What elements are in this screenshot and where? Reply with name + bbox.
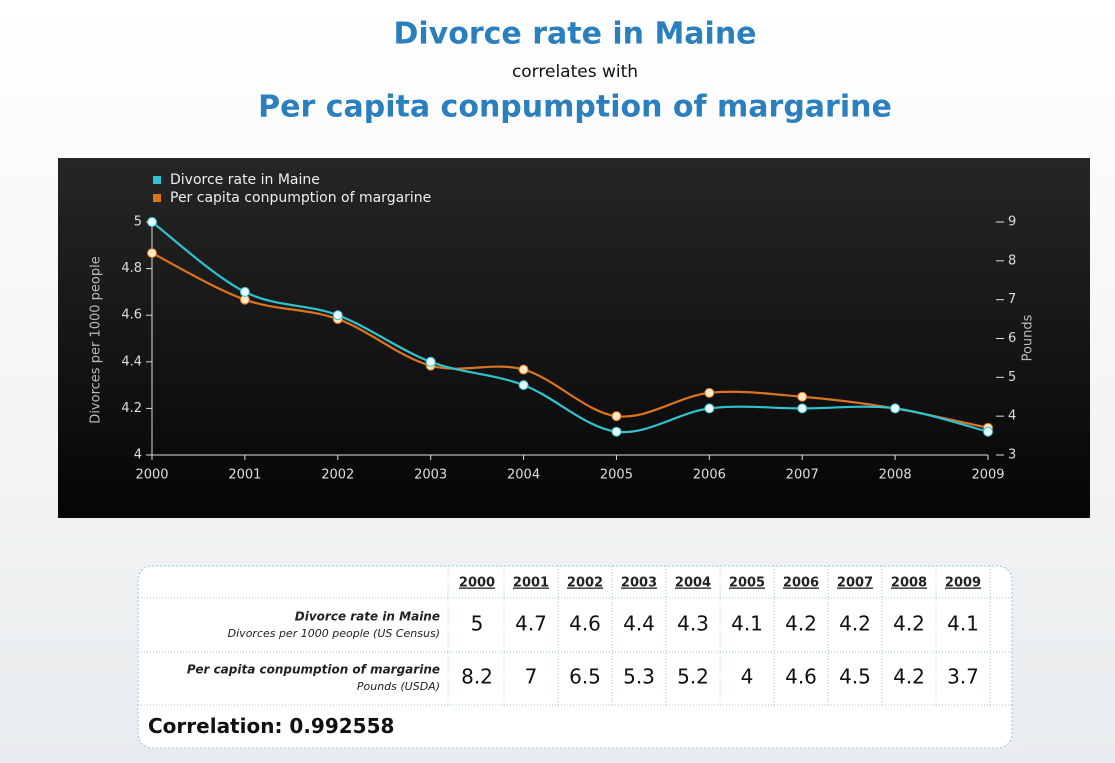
table-year: 2004 (675, 576, 711, 591)
x-tick-label: 2001 (228, 468, 261, 483)
table-value: 4.3 (677, 612, 709, 636)
legend-swatch (153, 194, 161, 202)
table-value: 4.1 (731, 612, 763, 636)
table-value: 4.6 (569, 612, 601, 636)
table-value: 4.1 (947, 612, 979, 636)
data-point (518, 380, 529, 391)
legend-swatch (153, 176, 161, 184)
table-year: 2001 (513, 576, 549, 591)
table-year: 2000 (459, 576, 495, 591)
x-tick-label: 2005 (600, 468, 633, 483)
table-value: 4.2 (893, 612, 925, 636)
table-value: 7 (525, 665, 538, 689)
series-line (151, 252, 989, 429)
table-value: 4.2 (839, 612, 871, 636)
y-tick-label: 4.8 (121, 261, 142, 276)
y2-tick-label: 9 (1008, 215, 1016, 230)
table-year: 2006 (783, 576, 819, 591)
table-value: 4.7 (515, 612, 547, 636)
plot-background (58, 158, 1090, 518)
y-tick-label: 4.4 (121, 354, 142, 369)
y-tick-label: 5 (134, 215, 142, 230)
data-point (518, 364, 529, 375)
table-year: 2007 (837, 576, 873, 591)
data-point (425, 356, 436, 367)
table-year: 2003 (621, 576, 657, 591)
correlation: Correlation: 0.992558 (148, 714, 394, 738)
y-tick-label: 4.6 (121, 308, 142, 323)
y-axis-label: Divorces per 1000 people (89, 256, 104, 423)
data-point (332, 310, 343, 321)
table-value: 8.2 (461, 665, 493, 689)
data-point (890, 403, 901, 414)
data-point (147, 217, 157, 227)
table-value: 4.4 (623, 612, 655, 636)
table-year: 2002 (567, 576, 603, 591)
legend-label: Per capita conpumption of margarine (170, 190, 431, 206)
chart-subtitle: correlates with (512, 62, 638, 82)
data-point (797, 391, 808, 402)
table-value: 5.2 (677, 665, 709, 689)
y2-tick-label: 3 (1008, 448, 1016, 463)
chart-title-2: Per capita conpumption of margarine (258, 90, 892, 125)
data-point (611, 426, 622, 437)
table-value: 5.3 (623, 665, 655, 689)
data-point (704, 387, 715, 398)
data-point (983, 426, 993, 437)
x-tick-label: 2002 (321, 468, 354, 483)
x-tick-label: 2000 (135, 468, 168, 483)
table-value: 5 (471, 612, 484, 636)
table-value: 4.2 (893, 665, 925, 689)
table-year: 2009 (945, 576, 981, 591)
x-tick-label: 2009 (971, 468, 1004, 483)
x-tick-label: 2008 (879, 468, 912, 483)
table-year: 2005 (729, 576, 765, 591)
data-point (797, 403, 808, 414)
y2-tick-label: 8 (1008, 253, 1016, 268)
y-tick-label: 4 (134, 448, 142, 463)
series-line (151, 221, 989, 434)
data-point (239, 286, 250, 297)
chart-title: Divorce rate in Maine (393, 17, 756, 52)
table-value: 4.2 (785, 612, 817, 636)
x-tick-label: 2003 (414, 468, 447, 483)
x-tick-label: 2006 (693, 468, 726, 483)
table-value: 6.5 (569, 665, 601, 689)
row-sublabel: Pounds (USDA) (357, 680, 440, 693)
row-label: Per capita conpumption of margarine (187, 663, 440, 677)
y-tick-label: 4.2 (121, 401, 142, 416)
table-year: 2008 (891, 576, 927, 591)
y2-tick-label: 4 (1008, 409, 1016, 424)
table-value: 4.6 (785, 665, 817, 689)
data-point (147, 248, 157, 259)
table-value: 4.5 (839, 665, 871, 689)
table-value: 4 (741, 665, 754, 689)
x-tick-label: 2007 (786, 468, 819, 483)
row-sublabel: Divorces per 1000 people (US Census) (228, 627, 440, 640)
row-label: Divorce rate in Maine (295, 610, 440, 624)
y2-tick-label: 6 (1008, 331, 1016, 346)
data-point (704, 403, 715, 414)
x-tick-label: 2004 (507, 468, 540, 483)
table-frame (137, 565, 1013, 749)
legend-label: Divorce rate in Maine (170, 172, 320, 188)
y2-axis-label: Pounds (1021, 314, 1036, 361)
data-point (611, 411, 622, 422)
table-grid (138, 566, 1012, 706)
y2-tick-label: 7 (1008, 292, 1016, 307)
table-value: 3.7 (947, 665, 979, 689)
y2-tick-label: 5 (1008, 370, 1016, 385)
